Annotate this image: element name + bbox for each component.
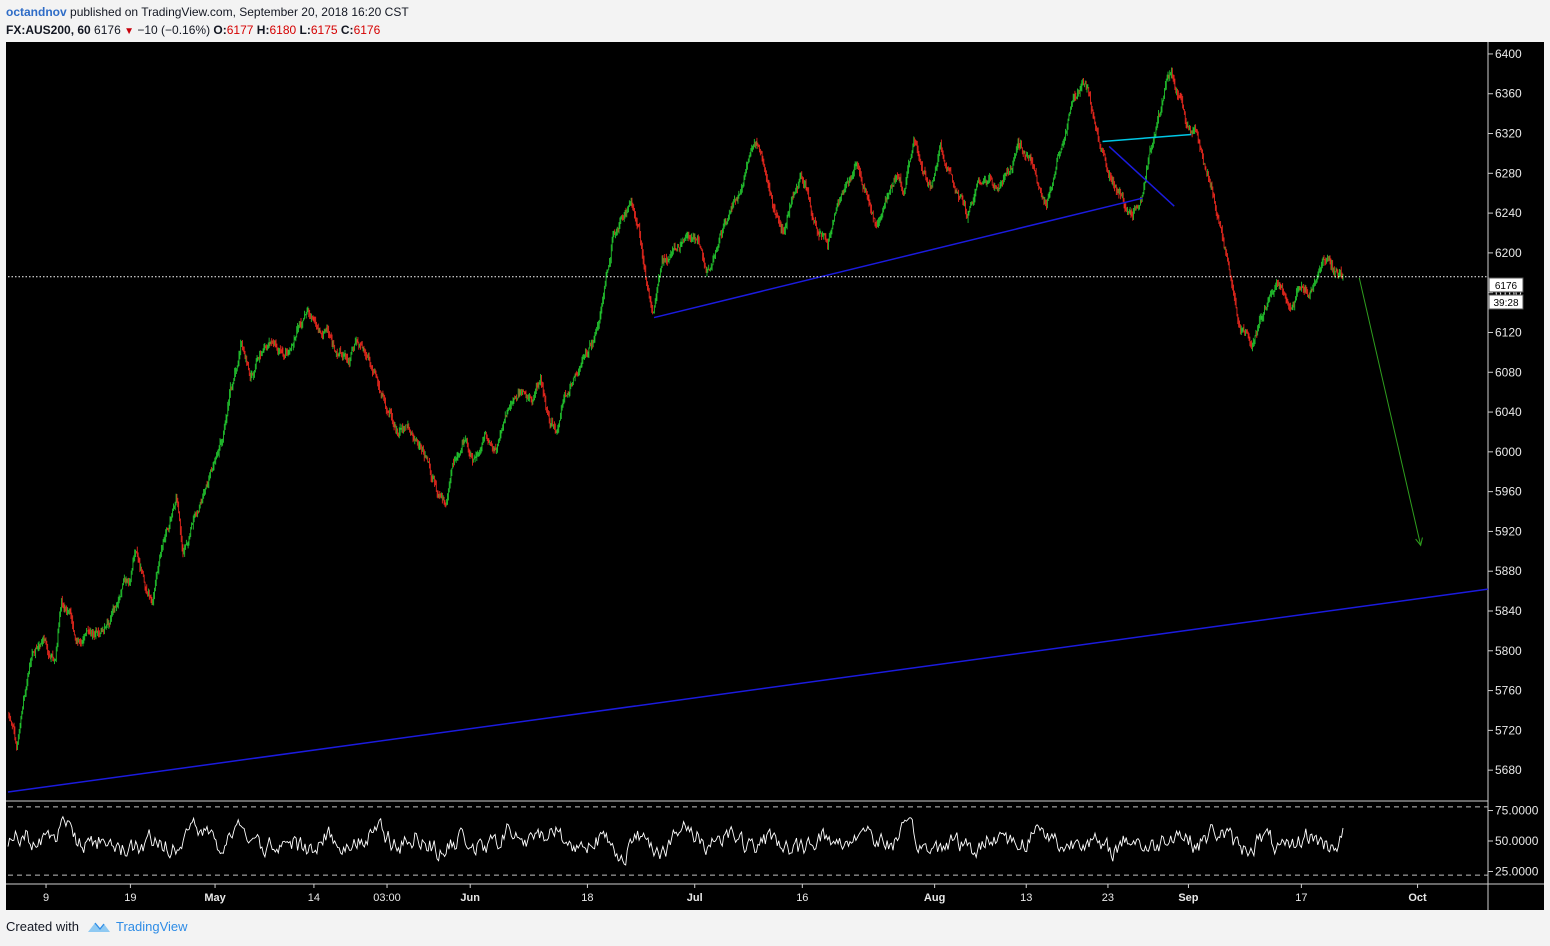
footer: Created with TradingView xyxy=(6,919,188,934)
time-tick-label: 18 xyxy=(581,892,593,904)
oscillator-tick-label: 75.0000 xyxy=(1495,804,1539,818)
last-price-tag-text: 6176 xyxy=(1495,281,1518,292)
price-tick-label: 5760 xyxy=(1495,684,1522,698)
down-triangle-icon: ▼ xyxy=(124,26,134,37)
time-tick-label: 17 xyxy=(1295,892,1307,904)
published-text: published on TradingView.com, September … xyxy=(70,5,409,19)
low-label: L: xyxy=(299,23,311,37)
price-pane[interactable] xyxy=(6,42,1544,910)
trendline[interactable] xyxy=(1108,145,1175,207)
projection-arrow-shaft[interactable] xyxy=(1358,277,1422,546)
time-tick-label: May xyxy=(204,892,226,904)
oscillator-tick-label: 25.0000 xyxy=(1495,864,1539,878)
tradingview-brand-link[interactable]: TradingView xyxy=(115,919,188,934)
oscillator-pane[interactable] xyxy=(7,806,1488,876)
price-tick-label: 6200 xyxy=(1495,246,1522,260)
trendline[interactable] xyxy=(1102,133,1192,143)
time-axis[interactable]: 9 19 May 14 03:00 Jun 18 Jul 16 Aug 13 23 Sep 17 Oct xyxy=(43,884,1427,904)
trendline[interactable] xyxy=(653,197,1143,319)
price-tick-label: 5680 xyxy=(1495,763,1522,777)
last-price-tag xyxy=(1488,277,1524,293)
time-tick-label: 13 xyxy=(1020,892,1032,904)
created-with-text: Created with xyxy=(6,919,79,934)
price-tick-label: 6120 xyxy=(1495,325,1522,339)
price-tick-label: 6000 xyxy=(1495,445,1522,459)
price-change: −10 (−0.16%) xyxy=(137,23,211,37)
close-label: C: xyxy=(340,23,354,37)
oscillator-tick-label: 50.0000 xyxy=(1495,834,1539,848)
close-value: 6176 xyxy=(353,23,381,37)
price-tick-label: 5880 xyxy=(1495,564,1522,578)
price-tick-label: 5840 xyxy=(1495,604,1522,618)
countdown-tag-text: 39:28 xyxy=(1493,298,1518,309)
price-tick-label: 6400 xyxy=(1495,47,1522,61)
low-value: 6175 xyxy=(310,23,338,37)
chart-background xyxy=(6,42,1544,910)
price-tick-label: 6080 xyxy=(1495,365,1522,379)
time-tick-label: Oct xyxy=(1408,892,1427,904)
time-tick-label: 16 xyxy=(796,892,808,904)
price-tick-label: 6280 xyxy=(1495,166,1522,180)
time-tick-label: 03:00 xyxy=(373,892,401,904)
time-tick-label: 23 xyxy=(1102,892,1114,904)
symbol-name: FX:AUS200, 60 xyxy=(6,23,91,37)
price-tick-label: 5920 xyxy=(1495,524,1522,538)
high-value: 6180 xyxy=(269,23,297,37)
time-tick-label: Jun xyxy=(460,892,480,904)
time-tick-label: Aug xyxy=(924,892,945,904)
projection-arrow-head xyxy=(1415,537,1423,547)
price-tick-label: 6360 xyxy=(1495,87,1522,101)
price-tick-label: 5720 xyxy=(1495,723,1522,737)
last-price-tags: 6176 39:28 xyxy=(1488,277,1524,310)
time-tick-label: 14 xyxy=(308,892,320,904)
price-tick-label: 5960 xyxy=(1495,485,1522,499)
countdown-tag xyxy=(1488,294,1524,310)
price-tick-label: 6240 xyxy=(1495,206,1522,220)
oscillator-axis[interactable]: 25.0000 50.0000 75.0000 xyxy=(1488,804,1539,879)
time-tick-label: Jul xyxy=(687,892,703,904)
symbol-legend: FX:AUS200, 60 6176 ▼ −10 (−0.16%) O:6177… xyxy=(6,23,380,37)
tradingview-logo-icon[interactable] xyxy=(87,920,111,934)
price-tick-label: 6040 xyxy=(1495,405,1522,419)
last-price: 6176 xyxy=(94,23,121,37)
trendline[interactable] xyxy=(7,588,1489,793)
oscillator-line xyxy=(7,815,1344,866)
time-tick-label: 9 xyxy=(43,892,49,904)
publish-info: octandnov published on TradingView.com, … xyxy=(6,5,409,19)
high-label: H: xyxy=(256,23,270,37)
author-link[interactable]: octandnov xyxy=(6,5,67,19)
open-value: 6177 xyxy=(226,23,254,37)
price-tick-label: 5800 xyxy=(1495,644,1522,658)
time-tick-label: 19 xyxy=(124,892,136,904)
open-label: O: xyxy=(213,23,227,37)
price-tick-label: 6320 xyxy=(1495,127,1522,141)
time-tick-label: Sep xyxy=(1178,892,1198,904)
